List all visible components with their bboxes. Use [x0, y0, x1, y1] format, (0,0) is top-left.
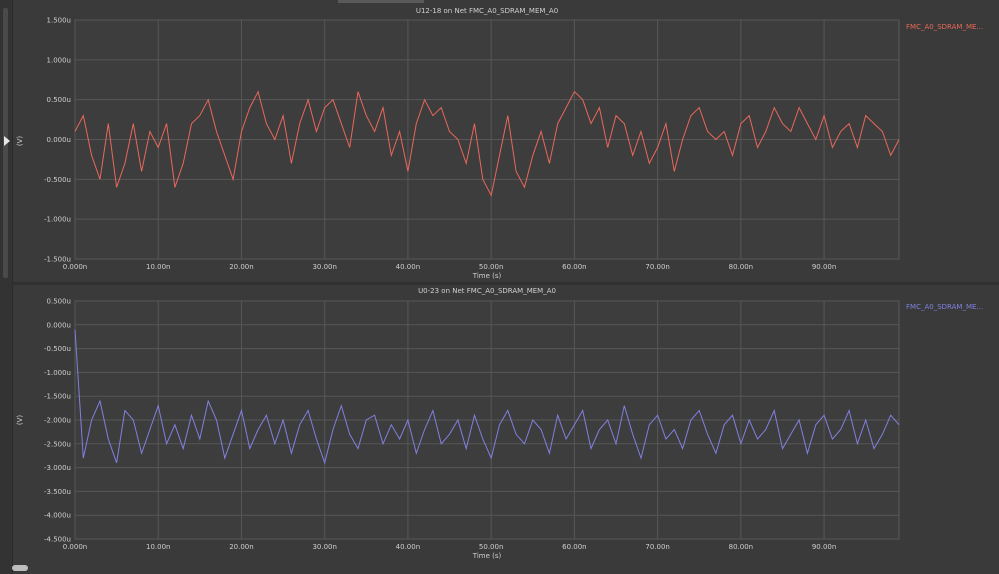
x-tick-label: 40.00n	[396, 263, 420, 271]
x-tick-label: 60.00n	[562, 543, 586, 551]
y-tick-label: -1.500u	[44, 256, 71, 264]
y-tick-label: -2.500u	[44, 440, 71, 448]
waveform-plot-top: 1.500u 1.000u 0.500u 0.000u -0.500u -1.000u -1…	[16, 7, 983, 280]
y-tick-label: 0.500u	[47, 298, 71, 306]
x-tick-label: 30.00n	[312, 543, 336, 551]
x-tick-label: 20.00n	[229, 543, 253, 551]
x-tick-label: 70.00n	[645, 263, 669, 271]
plot-title-top: U12-18 on Net FMC_A0_SDRAM_MEM_A0	[416, 7, 558, 15]
x-tick-label: 90.00n	[812, 543, 836, 551]
y-tick-label: -4.000u	[44, 512, 71, 520]
x-tick-label: 60.00n	[562, 263, 586, 271]
y-tick-label: -1.000u	[44, 369, 71, 377]
y-tick-label: -2.000u	[44, 417, 71, 425]
y-tick-label: 0.000u	[47, 321, 71, 329]
y-axis-label-top: (V)	[16, 136, 24, 147]
x-tick-label: 0.000n	[63, 543, 87, 551]
x-tick-label: 80.00n	[729, 263, 753, 271]
y-tick-label: -0.500u	[44, 176, 71, 184]
x-tick-label: 80.00n	[729, 543, 753, 551]
y-tick-label: -3.000u	[44, 464, 71, 472]
y-tick-label: -4.500u	[44, 536, 71, 544]
legend-entry-bottom[interactable]: FMC_A0_SDRAM_ME...	[906, 303, 983, 311]
x-tick-label: 70.00n	[645, 543, 669, 551]
x-tick-label: 40.00n	[396, 543, 420, 551]
y-tick-label: -0.500u	[44, 345, 71, 353]
plot-title-bottom: U0-23 on Net FMC_A0_SDRAM_MEM_A0	[418, 287, 556, 295]
horizontal-scrollbar-thumb[interactable]	[12, 565, 28, 571]
signal-trace-bottom	[74, 329, 900, 465]
top-resize-tab[interactable]	[338, 0, 424, 3]
x-tick-label: 20.00n	[229, 263, 253, 271]
y-tick-label: -1.500u	[44, 393, 71, 401]
y-tick-label: -1.000u	[44, 216, 71, 224]
x-tick-label: 0.000n	[63, 263, 87, 271]
x-axis-label-top: Time (s)	[472, 272, 502, 280]
x-tick-label: 10.00n	[146, 263, 170, 271]
y-tick-label: 0.500u	[47, 96, 71, 104]
x-tick-label: 50.00n	[479, 543, 503, 551]
y-tick-label: 0.000u	[47, 136, 71, 144]
y-tick-label: 1.000u	[47, 56, 71, 64]
waveform-plot-bottom: 0.500u 0.000u -0.500u -1.000u -1.500u -2.000u…	[16, 287, 983, 560]
x-tick-label: 30.00n	[312, 263, 336, 271]
y-tick-label: -3.500u	[44, 488, 71, 496]
x-tick-label: 50.00n	[479, 263, 503, 271]
x-tick-label: 90.00n	[812, 263, 836, 271]
legend-entry-top[interactable]: FMC_A0_SDRAM_ME...	[906, 23, 983, 31]
plot-divider	[12, 282, 999, 285]
expand-panel-arrow-icon[interactable]	[4, 136, 10, 146]
y-axis-label-bottom: (V)	[16, 415, 24, 426]
x-axis-label-bottom: Time (s)	[472, 552, 502, 560]
y-tick-label: 1.500u	[47, 17, 71, 25]
x-tick-label: 10.00n	[146, 543, 170, 551]
left-side-rail	[0, 0, 13, 574]
signal-trace-top	[74, 90, 900, 197]
